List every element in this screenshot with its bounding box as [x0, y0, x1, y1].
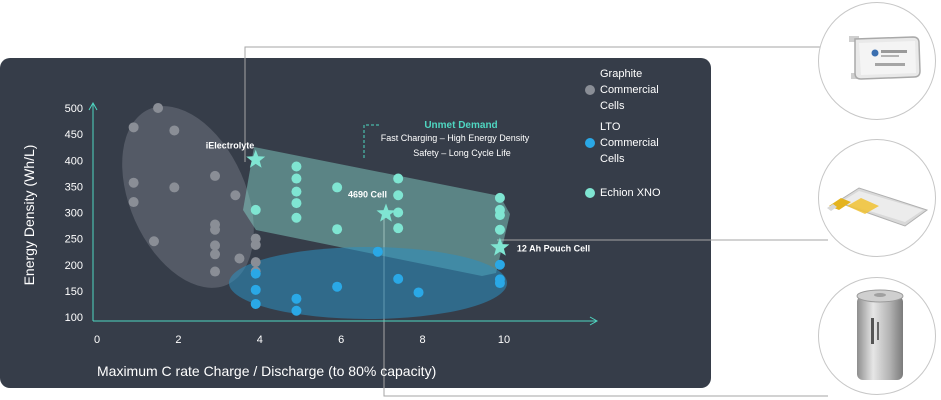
data-point-series-0 [230, 190, 241, 201]
data-point-series-0 [210, 249, 221, 260]
y-tick-label: 500 [65, 103, 83, 115]
data-point-series-2 [291, 161, 302, 172]
lto-region [229, 247, 507, 319]
data-point-series-0 [128, 122, 139, 133]
data-point-series-1 [250, 284, 261, 295]
connector-line-ielectrolyte [244, 46, 828, 162]
x-tick-label: 4 [257, 334, 263, 346]
data-point-series-2 [494, 224, 505, 235]
data-point-series-2 [291, 186, 302, 197]
data-point-series-0 [169, 125, 180, 136]
star-marker-1 [376, 203, 396, 222]
legend-label-1: Cells [600, 153, 625, 165]
data-point-series-1 [372, 246, 383, 257]
y-axis-arrow [88, 101, 98, 111]
unmet-demand-line1: Fast Charging – High Energy Density [381, 133, 530, 143]
data-point-series-2 [393, 223, 404, 234]
data-point-series-1 [250, 298, 261, 309]
data-point-series-2 [291, 173, 302, 184]
data-point-series-0 [250, 239, 261, 250]
data-point-series-2 [332, 182, 343, 193]
y-axis-title: Energy Density (Wh/L) [21, 145, 37, 286]
unmet-demand-title: Unmet Demand [424, 120, 497, 131]
star-marker-0 [246, 149, 266, 168]
data-point-series-0 [210, 266, 221, 277]
data-point-series-1 [494, 259, 505, 270]
legend-marker-1 [585, 138, 595, 148]
x-tick-label: 2 [175, 334, 181, 346]
data-point-series-2 [291, 212, 302, 223]
data-point-series-1 [250, 268, 261, 279]
unmet-demand-bracket [363, 124, 380, 158]
cylindrical-cell-image [856, 289, 904, 380]
y-tick-label: 200 [65, 260, 83, 272]
data-point-series-2 [250, 204, 261, 215]
pouch-cell-photo-large [818, 139, 936, 257]
legend-marker-0 [585, 85, 595, 95]
data-point-series-0 [169, 182, 180, 193]
star-marker-2 [490, 237, 510, 256]
data-point-series-1 [393, 273, 404, 284]
x-tick-label: 8 [420, 334, 426, 346]
echion-region [243, 147, 510, 276]
legend-label-2: Echion XNO [600, 187, 661, 199]
legend-marker-2 [585, 188, 595, 198]
small-pouch-cell-image [849, 36, 921, 80]
legend-label-1: Commercial [600, 137, 659, 149]
data-point-series-0 [210, 170, 221, 181]
data-point-series-2 [332, 224, 343, 235]
star-label-4690-cell: 4690 Cell [348, 190, 387, 200]
data-point-series-1 [291, 305, 302, 316]
y-tick-label: 250 [65, 234, 83, 246]
y-tick-label: 450 [65, 129, 83, 141]
data-point-series-2 [494, 210, 505, 221]
legend-label-0: Commercial [600, 84, 659, 96]
data-point-series-0 [210, 224, 221, 235]
x-axis-arrow [589, 316, 599, 326]
data-point-series-2 [393, 173, 404, 184]
data-point-series-0 [128, 197, 139, 208]
legend-label-0: Cells [600, 100, 625, 112]
data-point-series-2 [494, 192, 505, 203]
data-point-series-1 [291, 293, 302, 304]
x-axis-title: Maximum C rate Charge / Discharge (to 80… [97, 363, 436, 379]
star-label-12ah-pouch: 12 Ah Pouch Cell [517, 244, 590, 254]
y-tick-label: 350 [65, 181, 83, 193]
pouch-cell-photo-small [818, 2, 936, 120]
y-tick-label: 100 [65, 312, 83, 324]
data-point-series-2 [393, 207, 404, 218]
data-point-series-2 [291, 198, 302, 209]
x-tick-label: 10 [498, 334, 510, 346]
data-point-series-1 [413, 287, 424, 298]
data-point-series-0 [250, 257, 261, 268]
y-tick-label: 400 [65, 155, 83, 167]
data-point-series-0 [210, 240, 221, 251]
x-tick-label: 0 [94, 334, 100, 346]
chart-panel [0, 58, 711, 388]
unmet-demand-line2: Safety – Long Cycle Life [413, 148, 511, 158]
legend-label-1: LTO [600, 121, 621, 133]
y-tick-label: 300 [65, 208, 83, 220]
x-tick-label: 6 [338, 334, 344, 346]
data-point-series-2 [393, 190, 404, 201]
legend-label-0: Graphite [600, 68, 642, 80]
data-point-series-1 [494, 278, 505, 289]
star-label-ielectrolyte: iElectrolyte [206, 141, 255, 151]
y-tick-label: 150 [65, 286, 83, 298]
data-point-series-0 [148, 236, 159, 247]
data-point-series-0 [128, 177, 139, 188]
data-point-series-1 [332, 281, 343, 292]
cylindrical-cell-photo [818, 277, 936, 395]
large-pouch-cell-image [827, 187, 929, 227]
data-point-series-0 [153, 103, 164, 113]
data-point-series-0 [234, 253, 245, 264]
